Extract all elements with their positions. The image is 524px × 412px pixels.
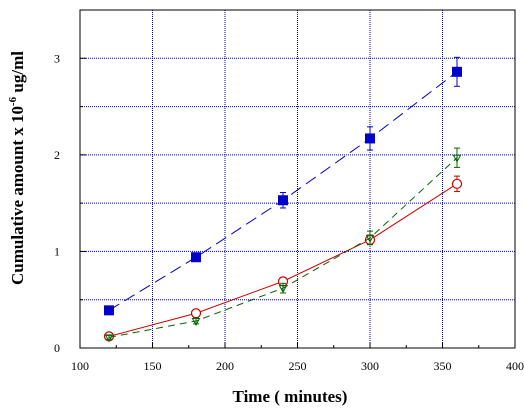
y-tick-label: 3 (54, 51, 60, 65)
y-tick-label: 1 (54, 244, 60, 258)
data-point-triangle (452, 154, 462, 163)
series-triangle (104, 147, 462, 343)
data-point-circle (190, 308, 202, 319)
data-point-square (278, 195, 288, 206)
data-point-triangle (104, 334, 114, 343)
data-point-circle (451, 178, 463, 189)
y-axis-title: Cumulative amount x 10-6 ug/ml (7, 51, 27, 285)
data-point-square (104, 305, 114, 316)
y-tick-labels: 0 1 2 3 (54, 51, 60, 355)
series-square (104, 56, 462, 316)
x-tick-label: 400 (506, 359, 524, 373)
series-line (108, 157, 458, 338)
x-tick-label: 350 (434, 359, 452, 373)
y-axis-title-unit: ug/ml (8, 51, 27, 97)
data-point-triangle (365, 234, 375, 243)
data-point-square (365, 133, 375, 144)
x-tick-label: 300 (361, 359, 379, 373)
x-tick-label: 200 (216, 359, 234, 373)
data-point-square (452, 66, 462, 77)
x-tick-labels: 100 150 200 250 300 350 400 (71, 359, 524, 373)
y-tick-label: 2 (54, 148, 60, 162)
y-tick-label: 0 (54, 341, 60, 355)
series-line (108, 71, 458, 311)
x-tick-label: 150 (144, 359, 162, 373)
grid-lines (80, 10, 515, 348)
y-axis-title-main: Cumulative amount x 10 (8, 106, 27, 285)
series-layer (103, 56, 463, 343)
x-tick-label: 100 (71, 359, 89, 373)
y-axis-title-exponent: -6 (7, 96, 19, 106)
tick-marks (79, 57, 516, 349)
data-point-triangle (278, 285, 288, 294)
data-point-square (191, 252, 201, 263)
x-axis-title: Time ( minutes) (233, 387, 348, 406)
data-point-triangle (191, 317, 201, 327)
x-tick-label: 250 (289, 359, 307, 373)
